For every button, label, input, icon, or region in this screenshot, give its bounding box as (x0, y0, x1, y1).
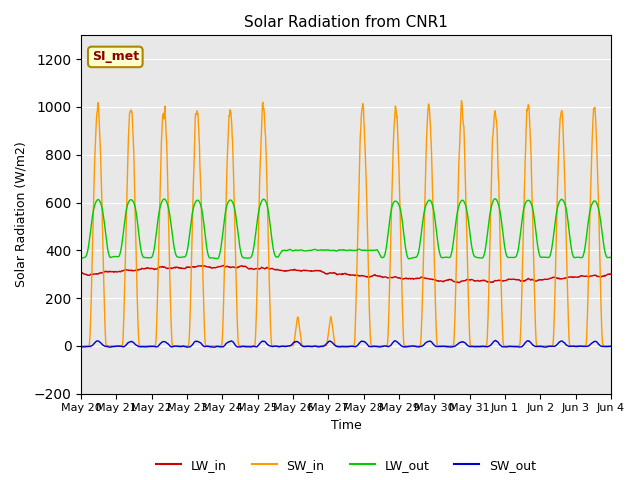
LW_in (456, 280, 463, 286)
SW_out (213, 344, 221, 349)
Line: LW_in: LW_in (81, 265, 611, 283)
LW_out (213, 256, 221, 262)
SW_in (458, 98, 465, 104)
SW_in (594, 163, 602, 169)
SW_out (136, 344, 144, 349)
SW_out (492, 337, 500, 343)
SW_in (136, 343, 144, 348)
SW_out (77, 344, 85, 349)
LW_out (543, 254, 550, 260)
LW_out (538, 254, 545, 260)
SW_in (607, 343, 615, 348)
Line: SW_in: SW_in (81, 101, 611, 346)
SW_out (538, 344, 545, 349)
LW_out (607, 254, 615, 260)
X-axis label: Time: Time (331, 419, 362, 432)
LW_out (136, 243, 144, 249)
LW_in (538, 277, 545, 283)
SW_in (600, 343, 607, 348)
SW_out (594, 340, 602, 346)
LW_in (77, 270, 85, 276)
SW_out (607, 343, 615, 349)
LW_out (405, 256, 413, 262)
LW_in (594, 274, 602, 279)
LW_in (213, 264, 221, 270)
SW_out (447, 344, 455, 350)
LW_out (447, 252, 455, 257)
SW_in (213, 343, 221, 348)
Title: Solar Radiation from CNR1: Solar Radiation from CNR1 (244, 15, 448, 30)
LW_in (136, 266, 144, 272)
LW_in (219, 263, 227, 268)
LW_in (607, 271, 615, 277)
SW_out (543, 344, 550, 350)
SW_in (543, 343, 550, 348)
SW_out (210, 345, 218, 350)
Y-axis label: Solar Radiation (W/m2): Solar Radiation (W/m2) (15, 142, 28, 288)
Line: SW_out: SW_out (81, 340, 611, 348)
Line: LW_out: LW_out (81, 199, 611, 259)
Text: SI_met: SI_met (92, 50, 139, 63)
LW_in (447, 276, 455, 282)
SW_in (77, 343, 85, 348)
Legend: LW_in, SW_in, LW_out, SW_out: LW_in, SW_in, LW_out, SW_out (150, 454, 541, 477)
SW_in (447, 343, 454, 348)
SW_in (537, 343, 545, 348)
LW_in (543, 276, 550, 282)
LW_out (492, 196, 499, 202)
LW_out (77, 255, 85, 261)
LW_out (594, 204, 602, 209)
